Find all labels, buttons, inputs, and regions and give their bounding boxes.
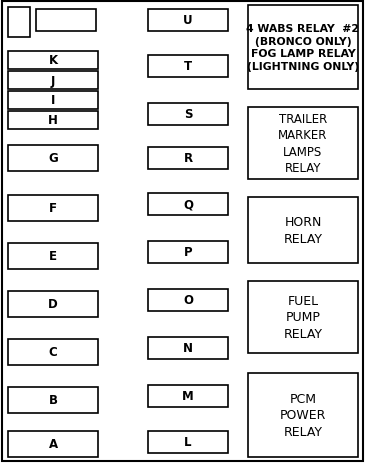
FancyBboxPatch shape	[8, 339, 98, 365]
FancyBboxPatch shape	[148, 385, 228, 407]
Text: T: T	[184, 60, 192, 73]
Text: C: C	[49, 346, 57, 359]
FancyBboxPatch shape	[8, 8, 30, 38]
FancyBboxPatch shape	[8, 146, 98, 172]
FancyBboxPatch shape	[8, 431, 98, 457]
Text: M: M	[182, 390, 194, 403]
Text: B: B	[49, 394, 58, 407]
FancyBboxPatch shape	[8, 387, 98, 413]
FancyBboxPatch shape	[148, 337, 228, 359]
Text: K: K	[49, 54, 58, 67]
FancyBboxPatch shape	[248, 282, 358, 353]
Text: N: N	[183, 342, 193, 355]
FancyBboxPatch shape	[148, 431, 228, 453]
FancyBboxPatch shape	[148, 194, 228, 216]
FancyBboxPatch shape	[148, 10, 228, 32]
Text: HORN
RELAY: HORN RELAY	[284, 216, 323, 245]
Text: O: O	[183, 294, 193, 307]
FancyBboxPatch shape	[148, 148, 228, 169]
Text: R: R	[184, 152, 193, 165]
FancyBboxPatch shape	[8, 72, 98, 90]
FancyBboxPatch shape	[248, 198, 358, 263]
Text: I: I	[51, 94, 55, 107]
FancyBboxPatch shape	[36, 10, 96, 32]
Text: J: J	[51, 75, 55, 88]
Text: G: G	[48, 152, 58, 165]
FancyBboxPatch shape	[148, 104, 228, 126]
Text: E: E	[49, 250, 57, 263]
Text: P: P	[184, 246, 192, 259]
FancyBboxPatch shape	[248, 6, 358, 90]
FancyBboxPatch shape	[148, 242, 228, 263]
Text: Q: Q	[183, 198, 193, 211]
Text: F: F	[49, 202, 57, 215]
Text: A: A	[49, 438, 58, 450]
Text: L: L	[184, 436, 192, 449]
FancyBboxPatch shape	[8, 52, 98, 70]
Text: U: U	[183, 14, 193, 27]
Text: H: H	[48, 114, 58, 127]
FancyBboxPatch shape	[8, 244, 98, 269]
FancyBboxPatch shape	[148, 56, 228, 78]
Text: TRAILER
MARKER
LAMPS
RELAY: TRAILER MARKER LAMPS RELAY	[278, 113, 328, 175]
FancyBboxPatch shape	[248, 373, 358, 457]
Text: PCM
POWER
RELAY: PCM POWER RELAY	[280, 392, 326, 438]
FancyBboxPatch shape	[8, 291, 98, 317]
FancyBboxPatch shape	[148, 289, 228, 311]
Text: 4 WABS RELAY  #2
(BRONCO ONLY)
FOG LAMP RELAY
(LIGHTNING ONLY): 4 WABS RELAY #2 (BRONCO ONLY) FOG LAMP R…	[246, 24, 360, 72]
FancyBboxPatch shape	[248, 108, 358, 180]
FancyBboxPatch shape	[8, 92, 98, 110]
Text: S: S	[184, 108, 192, 121]
FancyBboxPatch shape	[8, 112, 98, 130]
Text: D: D	[48, 298, 58, 311]
Text: FUEL
PUMP
RELAY: FUEL PUMP RELAY	[284, 294, 323, 340]
FancyBboxPatch shape	[8, 195, 98, 221]
